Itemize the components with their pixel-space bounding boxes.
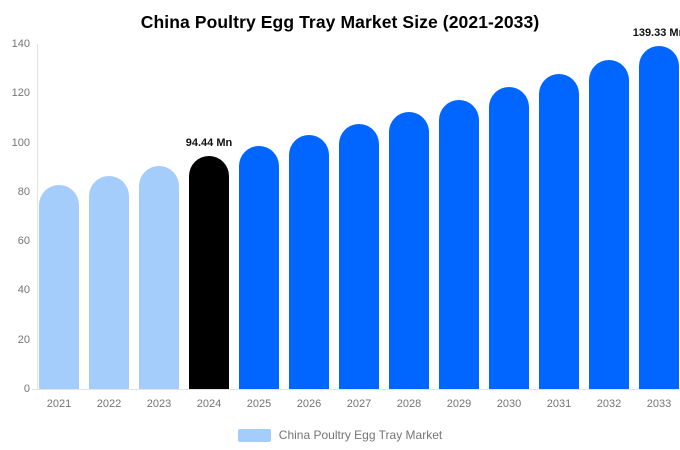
bar-2033[interactable] <box>639 45 679 389</box>
x-tick-2025: 2025 <box>246 398 272 410</box>
x-tick-2023: 2023 <box>146 398 172 410</box>
x-tick-2026: 2026 <box>296 398 322 410</box>
bar-2026[interactable] <box>289 135 329 389</box>
y-tick-80: 80 <box>17 185 30 198</box>
y-tick-0: 0 <box>23 383 30 395</box>
chart-title: China Poultry Egg Tray Market Size (2021… <box>140 12 540 32</box>
x-tick-2029: 2029 <box>446 398 472 410</box>
x-tick-2032: 2032 <box>596 398 622 410</box>
x-axis-line <box>32 389 679 390</box>
x-tick-2024: 2024 <box>196 398 222 410</box>
bar-2030[interactable] <box>489 87 529 389</box>
legend-label: China Poultry Egg Tray Market <box>278 428 443 442</box>
bar-2031[interactable] <box>539 74 579 389</box>
y-tick-40: 40 <box>17 284 30 297</box>
bars-container <box>39 44 679 389</box>
legend[interactable]: China Poultry Egg Tray Market <box>0 428 680 442</box>
x-tick-2021: 2021 <box>46 398 72 410</box>
y-axis-line <box>37 44 38 389</box>
legend-swatch-icon <box>237 428 271 442</box>
value-label-2024: 94.44 Mn <box>185 137 233 150</box>
y-tick-120: 120 <box>11 87 30 100</box>
x-tick-2027: 2027 <box>346 398 372 410</box>
y-tick-60: 60 <box>17 235 30 248</box>
bar-2024[interactable] <box>189 156 229 389</box>
x-tick-2022: 2022 <box>96 398 122 410</box>
x-tick-2030: 2030 <box>496 398 522 410</box>
bar-2028[interactable] <box>389 112 429 389</box>
x-tick-2028: 2028 <box>396 398 422 410</box>
y-tick-100: 100 <box>11 136 30 149</box>
y-tick-20: 20 <box>17 333 30 346</box>
bar-2025[interactable] <box>239 146 279 389</box>
y-tick-140: 140 <box>11 38 30 50</box>
x-tick-2031: 2031 <box>546 398 572 410</box>
bar-2023[interactable] <box>139 166 179 389</box>
bar-2021[interactable] <box>39 184 79 389</box>
x-tick-2033: 2033 <box>646 398 672 410</box>
bar-2029[interactable] <box>439 100 479 389</box>
bar-2032[interactable] <box>589 60 629 389</box>
value-label-2033: 139.33 Mn <box>632 26 680 39</box>
bar-2022[interactable] <box>89 175 129 389</box>
x-axis-tick-labels: 2021 2022 2023 2024 2025 2026 2027 2028 2029 2030… <box>39 398 679 410</box>
bar-2027[interactable] <box>339 124 379 389</box>
